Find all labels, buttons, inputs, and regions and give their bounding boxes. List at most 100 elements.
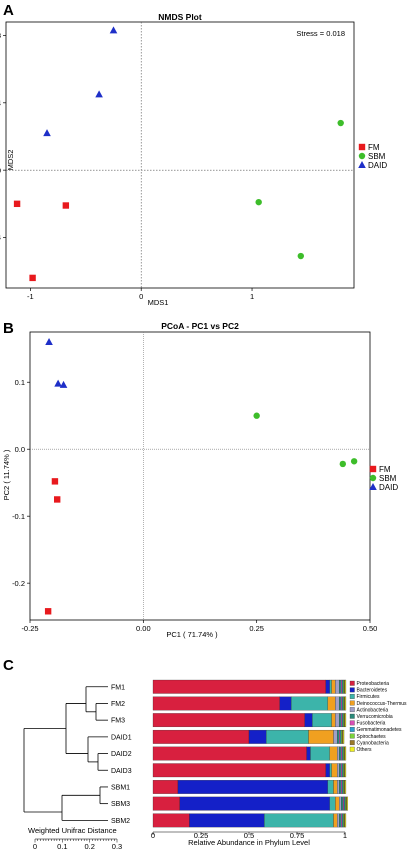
bar-segment-fusobacteria <box>341 713 343 728</box>
legend-label-others: Others <box>357 747 373 753</box>
bar-segment-bacteroidetes <box>325 679 330 694</box>
distance-scale-bar: 0 0.1 0.2 0.3 <box>33 838 122 850</box>
bar-segment-bacteroidetes <box>304 713 313 728</box>
distance-scale-label: Weighted Unifrac Distance <box>28 826 117 835</box>
bar-segment-cyanobacteria <box>341 729 344 744</box>
data-point-daid <box>95 90 103 98</box>
data-point-sbm <box>339 460 346 468</box>
bar-segment-cyanobacteria <box>343 679 346 694</box>
sample-label: FM3 <box>111 718 125 725</box>
bar-segment-spirochaetes <box>342 746 345 761</box>
legend-label-actinobacteria: Actinobacteria <box>357 707 389 713</box>
bar-segment-deinococcus-thermus <box>327 696 336 711</box>
legend-label-daid: DAID <box>368 161 387 170</box>
bar-segment-deinococcus-thermus <box>331 763 338 778</box>
bar-segment-cyanobacteria <box>343 696 346 711</box>
x-tick-label: 0.25 <box>249 624 264 633</box>
legend-swatch-proteobacteria <box>349 680 355 686</box>
data-point-sbm <box>350 458 358 465</box>
legend-marker-sbm <box>358 152 366 160</box>
bar-segment-fusobacteria <box>339 729 341 744</box>
bar-segment-actinobacteria <box>339 796 342 811</box>
bar-segment-deinococcus-thermus <box>333 780 338 794</box>
data-point-daid <box>109 26 118 34</box>
bar-segment-spirochaetes <box>342 696 345 711</box>
data-points-a <box>13 26 344 282</box>
bar-segment-gemmatimonadetes <box>343 796 346 811</box>
x-tick-label: 0.50 <box>363 624 378 633</box>
bar-segment-spirochaetes <box>341 729 343 744</box>
bar-segment-gemmatimonadetes <box>341 813 344 828</box>
data-points-b <box>44 338 358 615</box>
bar-segment-cyanobacteria <box>343 813 346 828</box>
bar-segment-actinobacteria <box>337 780 340 794</box>
bar-segment-actinobacteria <box>335 696 340 711</box>
legend-swatch-verrucomicrobia <box>349 713 355 719</box>
bar-segment-proteobacteria <box>152 813 190 828</box>
stress-annotation: Stress = 0.018 <box>296 29 345 38</box>
bar-segment-deinococcus-thermus <box>308 729 334 744</box>
sample-label: SBM1 <box>111 784 130 791</box>
bar-segment-cyanobacteria <box>343 780 346 794</box>
bar-segment-fusobacteria <box>341 813 343 828</box>
legend-label-verrucomicrobia: Verrucomicrobia <box>357 714 393 720</box>
bar-segment-verrucomicrobia <box>339 746 342 761</box>
bar-segment-bacteroidetes <box>306 746 311 761</box>
legend-marker-fm <box>358 143 366 151</box>
bar-segment-verrucomicrobia <box>339 679 342 694</box>
bar-segment-others <box>344 713 347 728</box>
bar-segment-others <box>344 763 347 778</box>
y-tick-label: 0.0 <box>15 445 25 454</box>
data-point-fm <box>13 200 21 208</box>
bar-segment-gemmatimonadetes <box>340 729 342 744</box>
bar-segment-others <box>344 746 347 761</box>
abundance-tick-label: 0 <box>151 831 155 840</box>
panel-label-a: A <box>3 2 14 19</box>
bar-segment-actinobacteria <box>333 729 338 744</box>
bar-segment-others <box>344 813 347 828</box>
bar-segment-others <box>344 780 347 794</box>
bar-segment-fusobacteria <box>341 746 343 761</box>
bar-segment-bacteroidetes <box>325 763 330 778</box>
y-axis-label-b: PC2 ( 11.74% ) <box>2 449 11 500</box>
bar-segment-deinococcus-thermus <box>333 813 338 828</box>
plot-frame-b <box>29 331 371 621</box>
bar-segment-verrucomicrobia <box>339 780 342 794</box>
bar-segment-gemmatimonadetes <box>341 696 344 711</box>
legend-swatch-fusobacteria <box>349 720 355 726</box>
y-tick-label: 0.1 <box>15 378 25 387</box>
legend-swatch-others <box>349 746 355 752</box>
legend-swatch-gemmatimonadetes <box>349 727 355 732</box>
x-tick-label: 0.00 <box>136 624 151 633</box>
dendrogram <box>23 686 108 821</box>
bar-segment-fusobacteria <box>341 780 343 794</box>
plot-frame-a <box>5 21 355 289</box>
scale-tick-label: 0.1 <box>57 842 67 850</box>
bar-segment-bacteroidetes <box>248 729 267 744</box>
chart-title-b: PCoA - PC1 vs PC2 <box>161 321 239 331</box>
bar-segment-deinococcus-thermus <box>331 679 336 694</box>
bar-segment-bacteroidetes <box>177 780 328 794</box>
bar-segment-spirochaetes <box>342 713 345 728</box>
data-point-fm <box>29 274 36 282</box>
abundance-axis: 0 0.25 0.5 0.75 1 <box>151 831 347 840</box>
bar-segment-proteobacteria <box>152 729 250 744</box>
legend-label-fm: FM <box>368 143 380 152</box>
bar-segment-gemmatimonadetes <box>341 746 344 761</box>
legend-label-bacteroidetes: Bacteroidetes <box>357 688 388 694</box>
bar-segment-verrucomicrobia <box>341 796 344 811</box>
bar-segment-firmicutes <box>266 729 309 744</box>
legend-label-sbm: SBM <box>379 474 397 483</box>
sample-labels: FM1 FM2 FM3 DAID1 DAID2 DAID3 SBM1 SBM3 SBM2 <box>111 684 132 825</box>
y-tick-label: -0.2 <box>12 579 25 588</box>
legend-label-fusobacteria: Fusobacteria <box>357 721 386 727</box>
legend-marker-sbm <box>369 474 377 482</box>
legend-swatch-actinobacteria <box>349 707 355 713</box>
legend-label-proteobacteria: Proteobacteria <box>357 681 390 687</box>
bar-segment-firmicutes <box>312 713 332 728</box>
legend-label-daid: DAID <box>379 483 398 492</box>
bar-segment-verrucomicrobia <box>339 713 342 728</box>
data-point-fm <box>62 202 70 209</box>
